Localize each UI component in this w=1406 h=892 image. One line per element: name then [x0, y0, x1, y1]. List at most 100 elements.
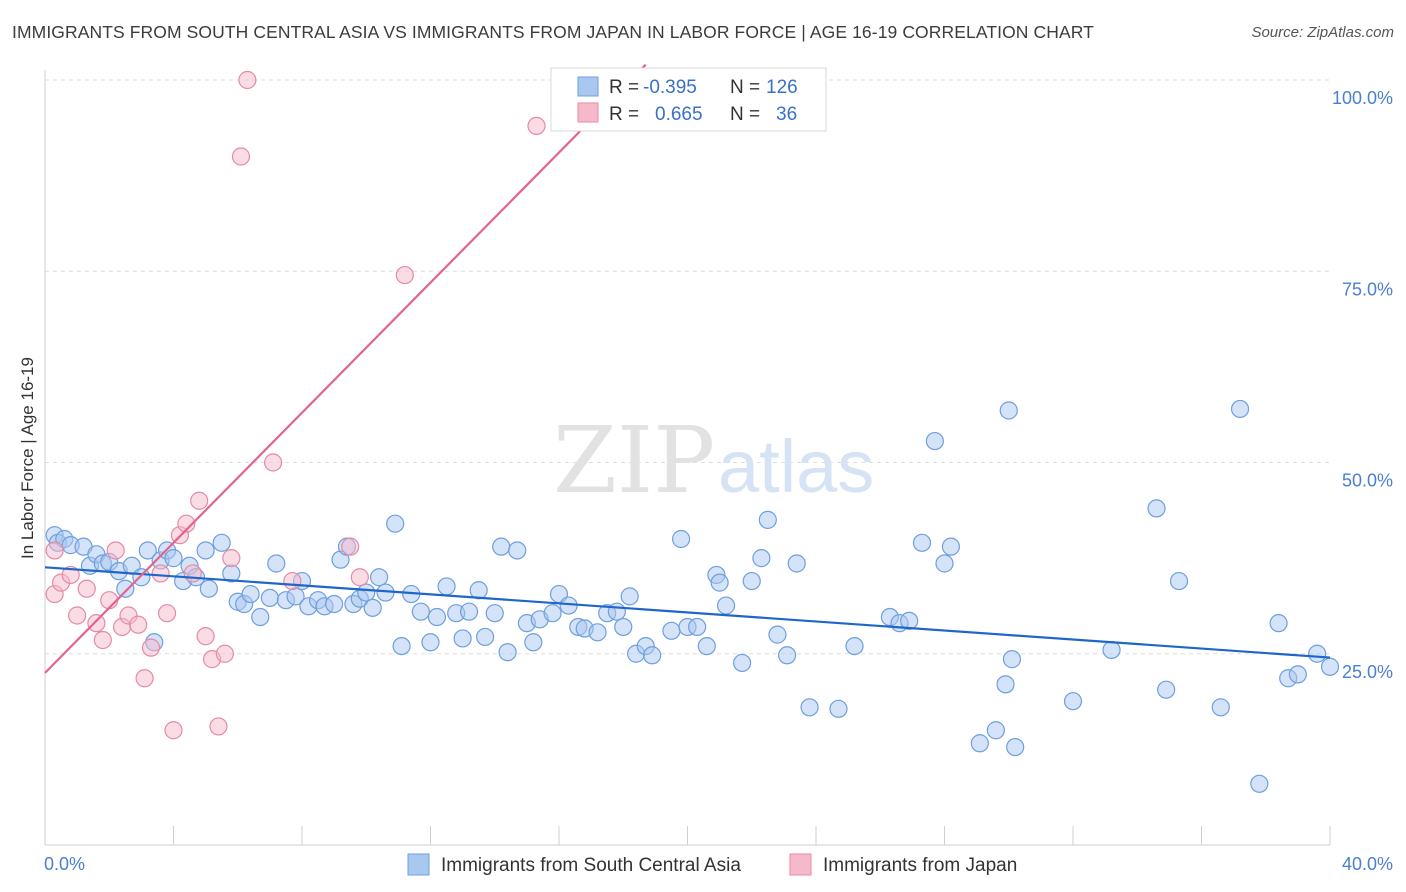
- blue-data-point: [1157, 680, 1176, 699]
- blue-data-point: [1288, 665, 1307, 684]
- blue-data-point: [1147, 499, 1166, 518]
- blue-data-point: [999, 401, 1018, 420]
- blue-data-point: [710, 573, 729, 592]
- blue-data-point: [996, 675, 1015, 694]
- bottom-legend-swatch-blue: [407, 853, 430, 876]
- pink-data-point: [341, 537, 360, 556]
- pink-series-points: [45, 70, 581, 740]
- legend-r-value-blue: -0.395: [643, 77, 697, 98]
- legend-r-value-pink: 0.665: [655, 104, 703, 125]
- x-tick-label-start: 0.0%: [44, 854, 85, 874]
- blue-data-point: [845, 636, 864, 656]
- watermark-atlas: atlas: [718, 425, 874, 508]
- pink-data-point: [77, 579, 96, 598]
- blue-data-point: [768, 625, 787, 644]
- bottom-legend-swatch-pink: [789, 853, 812, 876]
- blue-data-point: [787, 554, 806, 573]
- blue-data-point: [697, 636, 716, 656]
- blue-data-point: [138, 541, 157, 560]
- blue-data-point: [453, 629, 472, 648]
- legend-swatch-pink: [577, 102, 599, 123]
- blue-data-point: [524, 633, 543, 652]
- blue-data-point: [199, 579, 218, 598]
- blue-data-point: [900, 611, 919, 630]
- top-legend: R = -0.395 N = 126 R = 0.665 N = 36: [550, 67, 827, 132]
- blue-data-point: [492, 537, 511, 556]
- legend-n-label-blue: N =: [730, 77, 760, 98]
- blue-data-point: [752, 549, 771, 568]
- bottom-legend-label-pink: Immigrants from Japan: [823, 855, 1017, 876]
- blue-data-point: [671, 529, 691, 549]
- watermark-zip: ZIP: [553, 407, 715, 514]
- blue-data-point: [588, 623, 607, 642]
- blue-data-point: [411, 602, 430, 621]
- pink-data-point: [231, 147, 251, 166]
- blue-data-point: [421, 633, 440, 652]
- blue-data-point: [241, 584, 260, 604]
- y-tick-label: 50.0%: [1342, 471, 1393, 491]
- blue-data-point: [716, 596, 736, 615]
- pink-data-point: [68, 606, 87, 625]
- legend-r-label-pink: R =: [609, 104, 639, 125]
- blue-data-point: [607, 602, 626, 621]
- blue-data-point: [800, 698, 819, 717]
- pink-data-point: [177, 514, 196, 533]
- blue-data-point: [829, 699, 848, 718]
- blue-data-point: [935, 554, 954, 573]
- blue-data-point: [614, 617, 633, 637]
- y-tick-label: 75.0%: [1342, 279, 1393, 299]
- legend-r-label-blue: R =: [609, 77, 639, 98]
- y-axis-label: In Labor Force | Age 16-19: [18, 357, 37, 559]
- blue-data-point: [986, 721, 1006, 740]
- pink-data-point: [183, 564, 202, 583]
- blue-data-point: [941, 537, 961, 556]
- trend-lines: [44, 63, 1331, 674]
- pink-data-point: [93, 630, 112, 650]
- blue-data-point: [1230, 399, 1250, 419]
- pink-data-point: [100, 591, 119, 610]
- pink-data-point: [209, 717, 228, 736]
- blue-data-point: [912, 533, 932, 552]
- pink-data-point: [263, 453, 283, 472]
- blue-data-point: [132, 568, 151, 587]
- blue-data-point: [1169, 571, 1189, 591]
- blue-data-point: [1211, 698, 1230, 717]
- x-tick-label-end: 40.0%: [1342, 854, 1393, 874]
- blue-data-point: [662, 621, 681, 640]
- blue-data-point: [543, 604, 562, 623]
- blue-trend-line: [44, 566, 1331, 659]
- blue-data-point: [370, 568, 389, 587]
- blue-data-point: [437, 577, 456, 596]
- blue-data-point: [1102, 640, 1121, 660]
- blue-data-point: [386, 514, 405, 533]
- legend-n-label-pink: N =: [730, 104, 760, 125]
- blue-data-point: [485, 604, 504, 623]
- blue-data-point: [620, 587, 639, 606]
- pink-data-point: [135, 669, 154, 688]
- blue-data-point: [196, 541, 215, 560]
- pink-data-point: [87, 614, 106, 633]
- blue-data-point: [498, 643, 517, 662]
- blue-data-point: [427, 607, 447, 627]
- blue-data-point: [1063, 692, 1083, 711]
- blue-data-point: [1269, 614, 1288, 633]
- blue-data-point: [1250, 774, 1269, 793]
- watermark: ZIP atlas: [553, 407, 874, 514]
- pink-trend-line: [44, 63, 647, 674]
- pink-data-point: [190, 491, 209, 510]
- blue-data-point: [733, 653, 752, 673]
- bottom-legend-label-blue: Immigrants from South Central Asia: [441, 855, 741, 876]
- pink-data-point: [151, 564, 170, 583]
- blue-data-point: [363, 598, 382, 617]
- blue-data-point: [1002, 650, 1022, 669]
- blue-data-point: [459, 602, 479, 621]
- chart-title: IMMIGRANTS FROM SOUTH CENTRAL ASIA VS IM…: [12, 22, 1094, 42]
- pink-data-point: [141, 638, 161, 657]
- pink-data-point: [157, 604, 177, 623]
- blue-data-point: [643, 646, 662, 665]
- y-tick-label: 25.0%: [1342, 662, 1393, 682]
- blue-data-point: [1006, 737, 1025, 757]
- blue-data-point: [251, 607, 270, 627]
- chart-source: Source: ZipAtlas.com: [1251, 24, 1394, 41]
- pink-data-point: [238, 70, 257, 90]
